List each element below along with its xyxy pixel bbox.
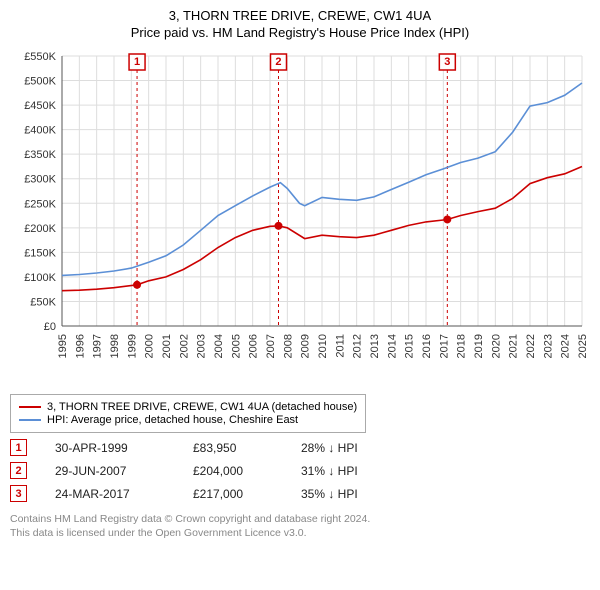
attribution-footer: Contains HM Land Registry data © Crown c… [10,512,590,540]
sales-table: 1 30-APR-1999 £83,950 28% ↓ HPI 2 29-JUN… [10,439,590,502]
svg-text:2: 2 [275,56,281,68]
svg-text:2014: 2014 [386,334,398,358]
sale-date: 24-MAR-2017 [55,487,175,501]
svg-text:£150K: £150K [24,247,56,259]
svg-text:2017: 2017 [438,334,450,358]
legend-label: HPI: Average price, detached house, Ches… [47,414,298,426]
svg-text:£300K: £300K [24,174,56,186]
chart-title-block: 3, THORN TREE DRIVE, CREWE, CW1 4UA Pric… [10,8,590,40]
sale-date: 30-APR-1999 [55,441,175,455]
svg-text:2007: 2007 [265,334,277,358]
sale-row: 2 29-JUN-2007 £204,000 31% ↓ HPI [10,462,590,479]
svg-text:1997: 1997 [92,334,104,358]
svg-text:3: 3 [444,56,450,68]
svg-text:£350K: £350K [24,149,56,161]
sale-hpi-delta: 31% ↓ HPI [301,464,401,478]
svg-text:1996: 1996 [74,334,86,358]
sale-marker-icon: 2 [10,462,27,479]
sale-row: 3 24-MAR-2017 £217,000 35% ↓ HPI [10,485,590,502]
svg-text:2012: 2012 [352,334,364,358]
chart-title-line1: 3, THORN TREE DRIVE, CREWE, CW1 4UA [10,8,590,23]
sale-marker-icon: 1 [10,439,27,456]
svg-text:2025: 2025 [577,334,589,358]
svg-text:2010: 2010 [317,334,329,358]
svg-text:1: 1 [134,56,140,68]
svg-text:2008: 2008 [282,334,294,358]
svg-text:2015: 2015 [404,334,416,358]
legend-row: HPI: Average price, detached house, Ches… [19,414,357,426]
svg-text:2005: 2005 [230,334,242,358]
svg-text:2011: 2011 [334,334,346,358]
svg-text:2004: 2004 [213,334,225,358]
svg-text:2002: 2002 [178,334,190,358]
svg-text:2020: 2020 [490,334,502,358]
chart-title-line2: Price paid vs. HM Land Registry's House … [10,25,590,40]
svg-text:£400K: £400K [24,125,56,137]
legend-swatch [19,406,41,408]
svg-text:2019: 2019 [473,334,485,358]
sale-date: 29-JUN-2007 [55,464,175,478]
sale-price: £83,950 [193,441,283,455]
price-chart: £0 £50K £100K £150K £200K £250K £300K £350K £400… [10,46,590,386]
footer-line: This data is licensed under the Open Gov… [10,526,590,540]
legend-row: 3, THORN TREE DRIVE, CREWE, CW1 4UA (det… [19,401,357,413]
svg-text:2023: 2023 [542,334,554,358]
legend-swatch [19,419,41,421]
chart-svg: £0 £50K £100K £150K £200K £250K £300K £350K £400… [10,46,590,386]
svg-text:£0: £0 [44,321,56,333]
chart-legend: 3, THORN TREE DRIVE, CREWE, CW1 4UA (det… [10,394,366,433]
sale-hpi-delta: 28% ↓ HPI [301,441,401,455]
svg-text:2006: 2006 [248,334,260,358]
svg-text:2001: 2001 [161,334,173,358]
svg-text:£200K: £200K [24,223,56,235]
svg-text:£100K: £100K [24,272,56,284]
svg-text:2022: 2022 [525,334,537,358]
svg-text:2003: 2003 [196,334,208,358]
sale-price: £217,000 [193,487,283,501]
legend-label: 3, THORN TREE DRIVE, CREWE, CW1 4UA (det… [47,401,357,413]
svg-text:1995: 1995 [57,334,69,358]
svg-text:2009: 2009 [300,334,312,358]
svg-text:£50K: £50K [30,296,56,308]
sale-price: £204,000 [193,464,283,478]
footer-line: Contains HM Land Registry data © Crown c… [10,512,590,526]
svg-text:1998: 1998 [109,334,121,358]
svg-text:2021: 2021 [508,334,520,358]
svg-text:£550K: £550K [24,51,56,63]
svg-text:2024: 2024 [560,334,572,358]
sale-marker-icon: 3 [10,485,27,502]
svg-text:2018: 2018 [456,334,468,358]
svg-text:2000: 2000 [144,334,156,358]
svg-text:£500K: £500K [24,76,56,88]
sale-hpi-delta: 35% ↓ HPI [301,487,401,501]
sale-row: 1 30-APR-1999 £83,950 28% ↓ HPI [10,439,590,456]
svg-text:1999: 1999 [126,334,138,358]
svg-text:2016: 2016 [421,334,433,358]
svg-text:2013: 2013 [369,334,381,358]
svg-text:£250K: £250K [24,198,56,210]
svg-text:£450K: £450K [24,100,56,112]
